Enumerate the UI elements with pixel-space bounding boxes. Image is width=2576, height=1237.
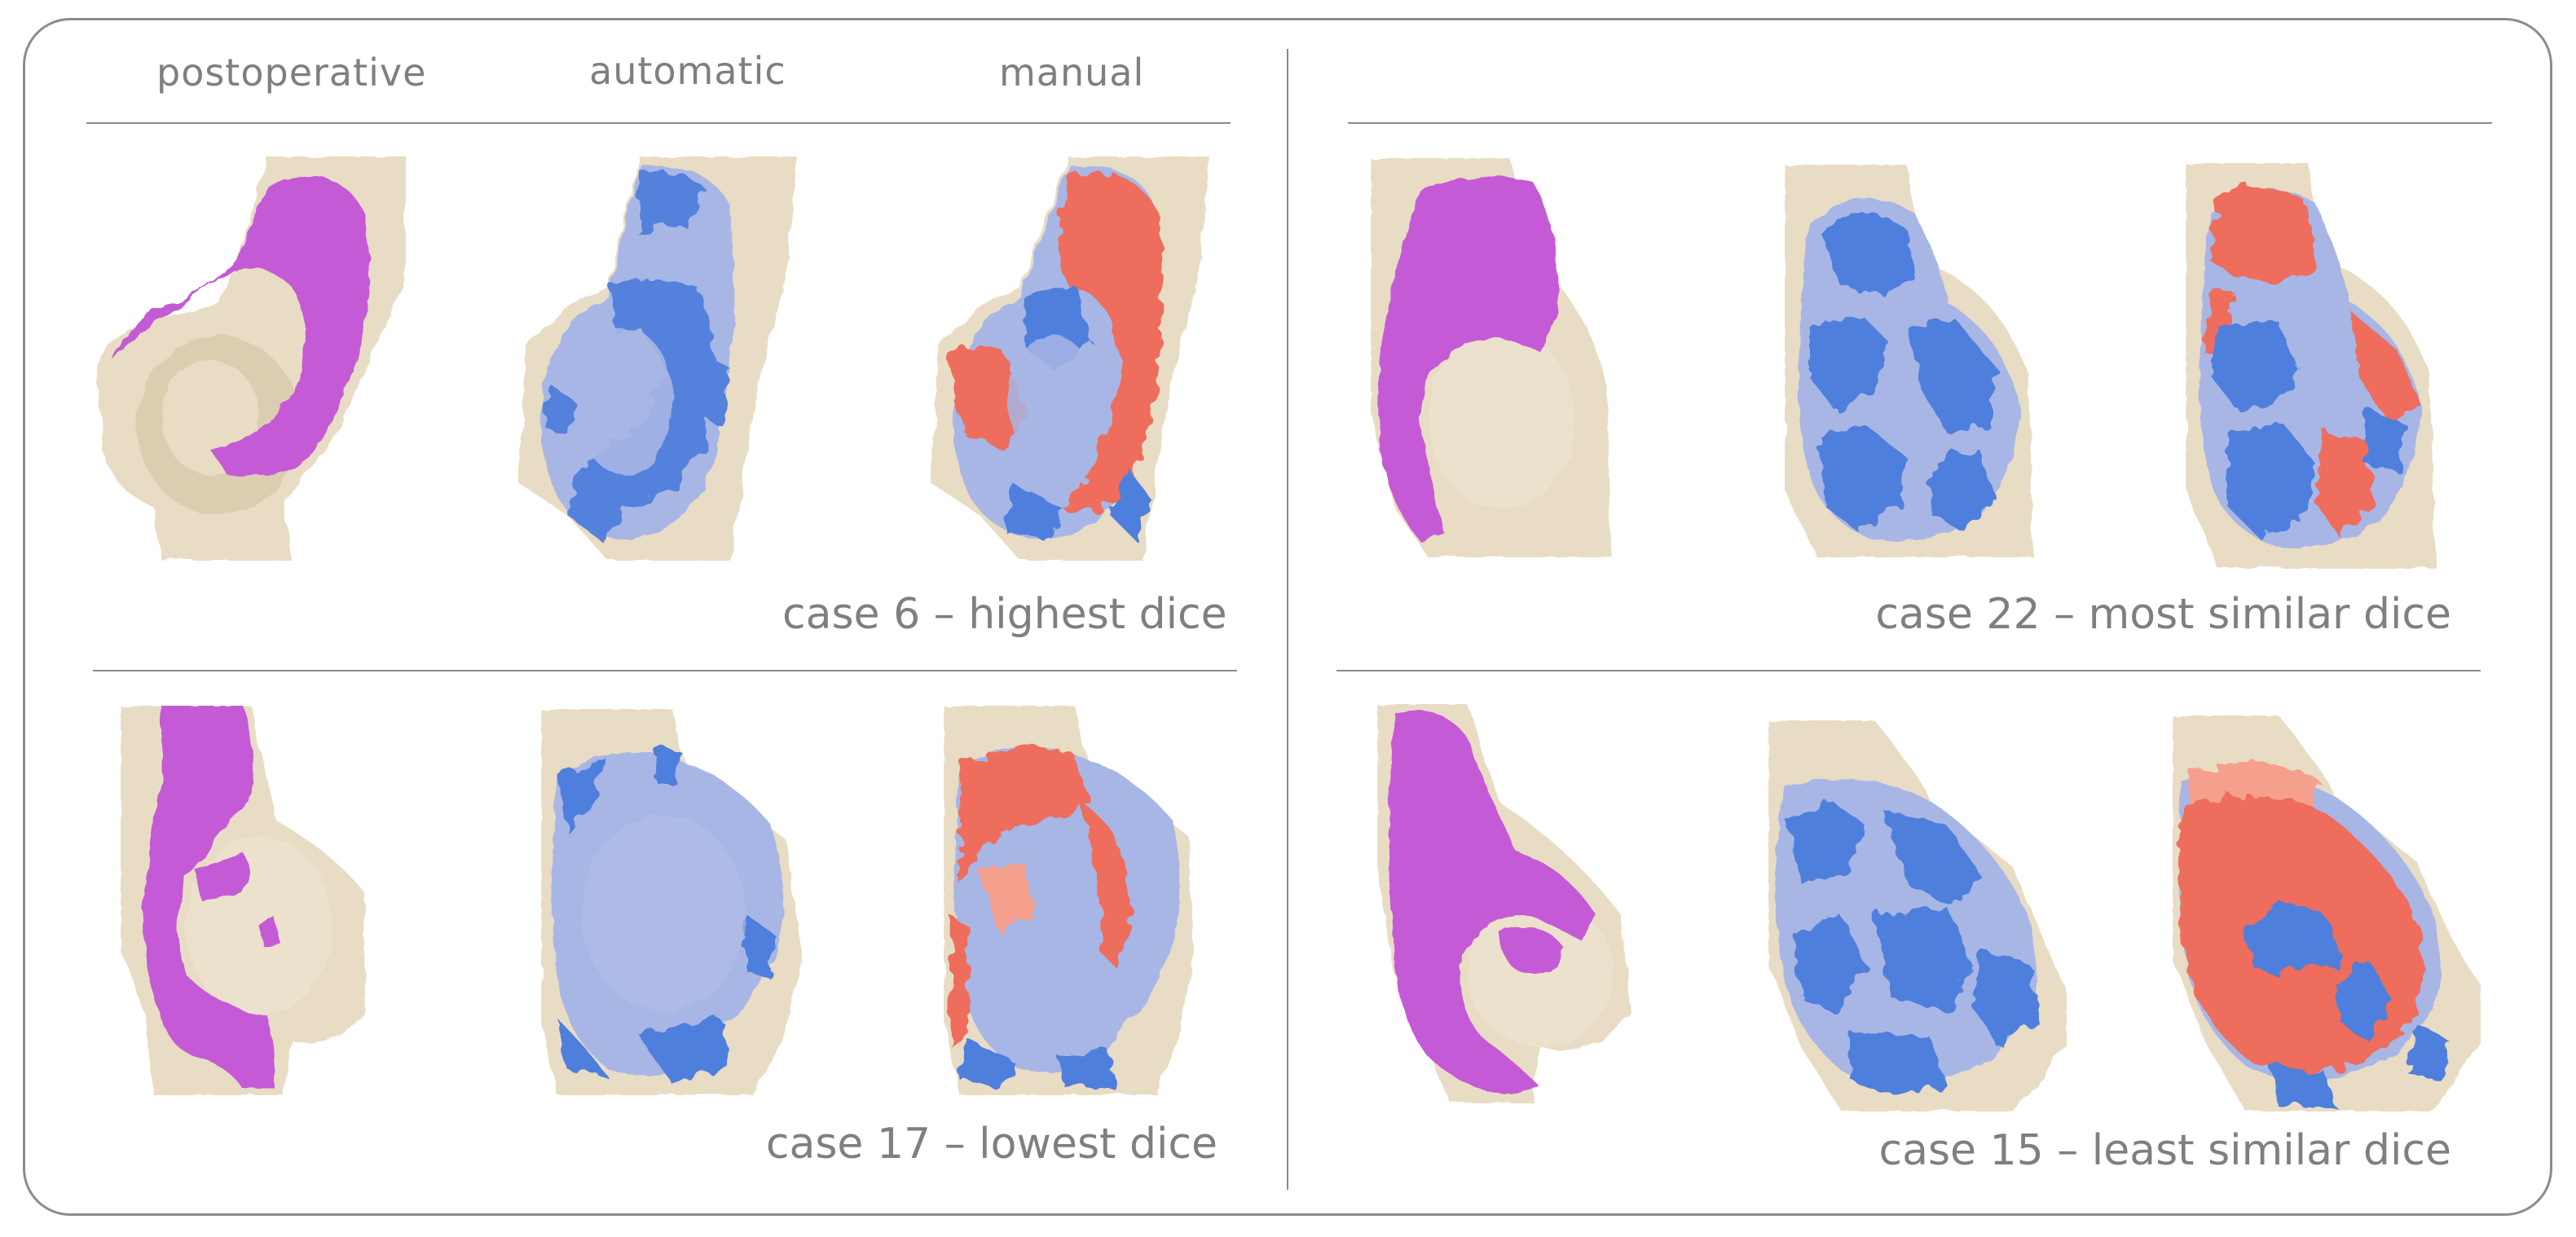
column-header-manual: manual — [999, 51, 1145, 95]
bone-render-automatic — [1768, 720, 2067, 1112]
header-rule-right — [1348, 122, 2492, 124]
header-rule-left — [86, 122, 1231, 124]
bone-render-manual — [2173, 715, 2481, 1112]
row-divider-right — [1336, 670, 2481, 671]
caption-case-6: case 6 – highest dice — [782, 590, 1227, 639]
row-divider-left — [93, 670, 1237, 671]
bone-render-postoperative — [1371, 158, 1612, 557]
caption-case-15: case 15 – least similar dice — [1878, 1126, 2451, 1175]
column-header-automatic: automatic — [589, 49, 786, 93]
caption-case-17: case 17 – lowest dice — [765, 1120, 1218, 1169]
column-header-postoperative: postoperative — [156, 51, 427, 95]
bone-render-postoperative — [1377, 704, 1631, 1103]
bone-render-manual — [931, 156, 1209, 561]
bone-render-manual — [2186, 163, 2437, 569]
vertical-divider — [1287, 49, 1288, 1190]
bone-render-postoperative — [121, 706, 372, 1095]
bone-render-automatic — [541, 709, 802, 1095]
figure-frame — [23, 18, 2552, 1216]
bone-render-automatic — [518, 156, 797, 561]
caption-case-22: case 22 – most similar dice — [1875, 590, 2451, 639]
bone-render-postoperative — [96, 156, 406, 561]
bone-render-manual — [944, 706, 1195, 1095]
bone-render-automatic — [1785, 165, 2034, 557]
